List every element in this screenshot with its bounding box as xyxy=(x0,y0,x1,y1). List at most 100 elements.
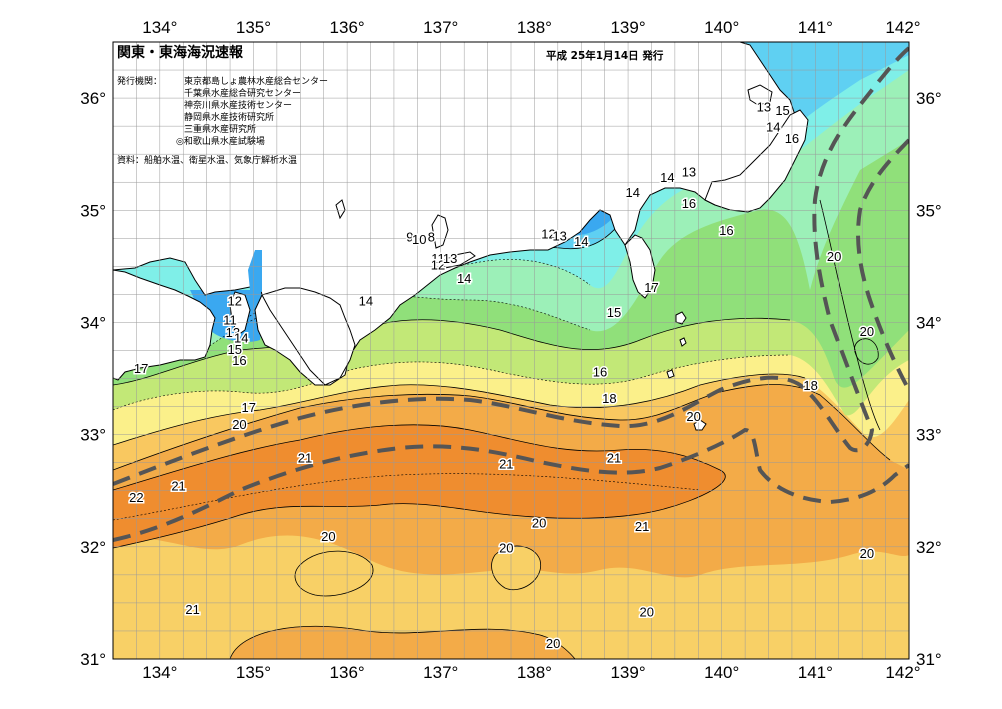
atsumi-peninsula xyxy=(439,251,476,269)
institution-1: 東京都島しょ農林水産総合センター xyxy=(184,75,328,87)
institution-4: 静岡県水産技術研究所 xyxy=(184,111,274,123)
longitude-tick-label-bottom: 141° xyxy=(798,663,833,682)
kuroshio-axis-lines xyxy=(113,46,909,542)
isotherm-value-label: 13 xyxy=(443,251,457,266)
isotherm-value-label: 10 xyxy=(412,232,426,247)
isotherm-value-label: 16 xyxy=(719,223,733,238)
isotherm-value-label: 20 xyxy=(640,604,654,619)
longitude-tick-label-bottom: 134° xyxy=(142,663,177,682)
isotherm-value-label: 14 xyxy=(626,185,640,200)
isotherm-value-label: 16 xyxy=(593,364,607,379)
isotherm-value-label: 14 xyxy=(457,271,471,286)
isotherm-value-label: 17 xyxy=(242,400,256,415)
longitude-tick-label-bottom: 137° xyxy=(423,663,458,682)
isotherm-value-label: 20 xyxy=(321,529,335,544)
latitude-tick-label-left: 35° xyxy=(80,201,106,220)
isotherm-value-label: 12 xyxy=(431,258,445,273)
isotherm-value-label: 20 xyxy=(546,636,560,651)
longitude-tick-label-bottom: 135° xyxy=(236,663,271,682)
longitude-labels-top: 134° 135° 136° 137° 138° 139° 140° 141° 142° xyxy=(142,18,920,37)
longitude-labels-bottom: 134° 135° 136° 137° 138° 139° 140° 141° 142° xyxy=(142,663,920,682)
chita-peninsula xyxy=(431,214,449,249)
latitude-tick-label-right: 33° xyxy=(916,426,942,445)
isotherm-value-label: 14 xyxy=(574,234,588,249)
longitude-tick-label-top: 139° xyxy=(610,18,645,37)
latitude-tick-label-right: 36° xyxy=(916,89,942,108)
isotherm-value-label: 16 xyxy=(232,353,246,368)
sst-zone-20-patch-a xyxy=(295,551,374,596)
isotherm-value-label: 20 xyxy=(232,417,246,432)
latitude-tick-label-left: 31° xyxy=(80,650,106,669)
latitude-tick-label-right: 31° xyxy=(916,650,942,669)
isotherm-lines xyxy=(113,199,891,659)
isotherm-value-label: 11 xyxy=(431,251,445,266)
isotherm-value-label: 17 xyxy=(644,280,658,295)
kuroshio-north-line xyxy=(113,46,909,486)
longitude-tick-label-bottom: 140° xyxy=(704,663,739,682)
isotherm-value-label: 11 xyxy=(223,313,237,328)
institution-6: ◎和歌山県水産試験場 xyxy=(176,135,265,147)
issue-date: 平成 25年1月14日 発行 xyxy=(546,49,664,62)
isotherm-value-label: 15 xyxy=(607,305,621,320)
awaji-island xyxy=(229,291,251,336)
isotherm-value-label: 20 xyxy=(860,546,874,561)
latitude-tick-label-left: 33° xyxy=(80,426,106,445)
longitude-tick-label-bottom: 138° xyxy=(517,663,552,682)
latitude-labels-left: 36° 35° 34° 33° 32° 31° xyxy=(80,89,106,669)
isotherm-value-label: 20 xyxy=(499,540,513,555)
isotherm-value-label: 21 xyxy=(499,456,513,471)
miura-boso-peninsula xyxy=(704,109,809,213)
isotherm-value-label: 20 xyxy=(532,516,546,531)
isotherm-value-label: 15 xyxy=(775,103,789,118)
latitude-tick-label-right: 34° xyxy=(916,313,942,332)
map-frame xyxy=(112,41,910,660)
longitude-tick-label-bottom: 139° xyxy=(610,663,645,682)
hachijo-island xyxy=(693,419,707,431)
isotherm-value-label: 18 xyxy=(602,391,616,406)
isotherm-value-label: 13 xyxy=(757,100,771,115)
isotherm-value-label: 12 xyxy=(541,226,555,241)
kuroshio-south-line xyxy=(113,427,909,542)
miyake-island xyxy=(666,369,675,379)
longitude-tick-label-bottom: 136° xyxy=(330,663,365,682)
data-source: 資料：船舶水温、衛星水温、気象庁解析水温 xyxy=(117,154,297,166)
isotherm-value-label: 21 xyxy=(298,451,312,466)
longitude-tick-label-top: 140° xyxy=(704,18,739,37)
longitude-tick-label-top: 135° xyxy=(236,18,271,37)
latitude-tick-label-right: 35° xyxy=(916,201,942,220)
isotherm-value-label: 14 xyxy=(660,170,674,185)
isotherm-value-label: 9 xyxy=(406,230,413,245)
isotherm-value-label: 20 xyxy=(686,409,700,424)
osaka-bay xyxy=(248,250,262,292)
isotherm-value-label: 21 xyxy=(607,451,621,466)
isotherm-value-label: 20 xyxy=(860,324,874,339)
isotherm-value-label: 13 xyxy=(226,325,240,340)
isotherm-value-label: 21 xyxy=(185,602,199,617)
latitude-tick-label-left: 32° xyxy=(80,538,106,557)
isotherm-value-label: 16 xyxy=(785,131,799,146)
latitude-tick-label-right: 32° xyxy=(916,538,942,557)
isotherm-value-label: 21 xyxy=(171,479,185,494)
isotherm-value-label: 21 xyxy=(635,519,649,534)
isotherm-value-label: 15 xyxy=(228,342,242,357)
latitude-labels-right: 36° 35° 34° 33° 32° 31° xyxy=(916,89,942,669)
oshima-island xyxy=(675,311,687,325)
isotherm-value-label: 8 xyxy=(428,230,435,245)
isotherm-value-label: 18 xyxy=(803,378,817,393)
institution-5: 三重県水産研究所 xyxy=(184,123,256,135)
niijima-island xyxy=(679,337,687,347)
kii-peninsula xyxy=(261,287,356,386)
longitude-tick-label-top: 138° xyxy=(517,18,552,37)
isotherm-value-label: 16 xyxy=(682,196,696,211)
kuroshio-offshore-line xyxy=(856,138,909,391)
latitude-tick-label-left: 34° xyxy=(80,313,106,332)
kasumigaura-lake xyxy=(747,84,773,106)
isotherm-value-label: 22 xyxy=(129,490,143,505)
sst-zone-22 xyxy=(113,424,726,548)
isotherm-value-label: 14 xyxy=(359,294,373,309)
longitude-tick-label-top: 137° xyxy=(423,18,458,37)
isotherm-value-label: 14 xyxy=(766,120,780,135)
longitude-tick-label-top: 136° xyxy=(330,18,365,37)
